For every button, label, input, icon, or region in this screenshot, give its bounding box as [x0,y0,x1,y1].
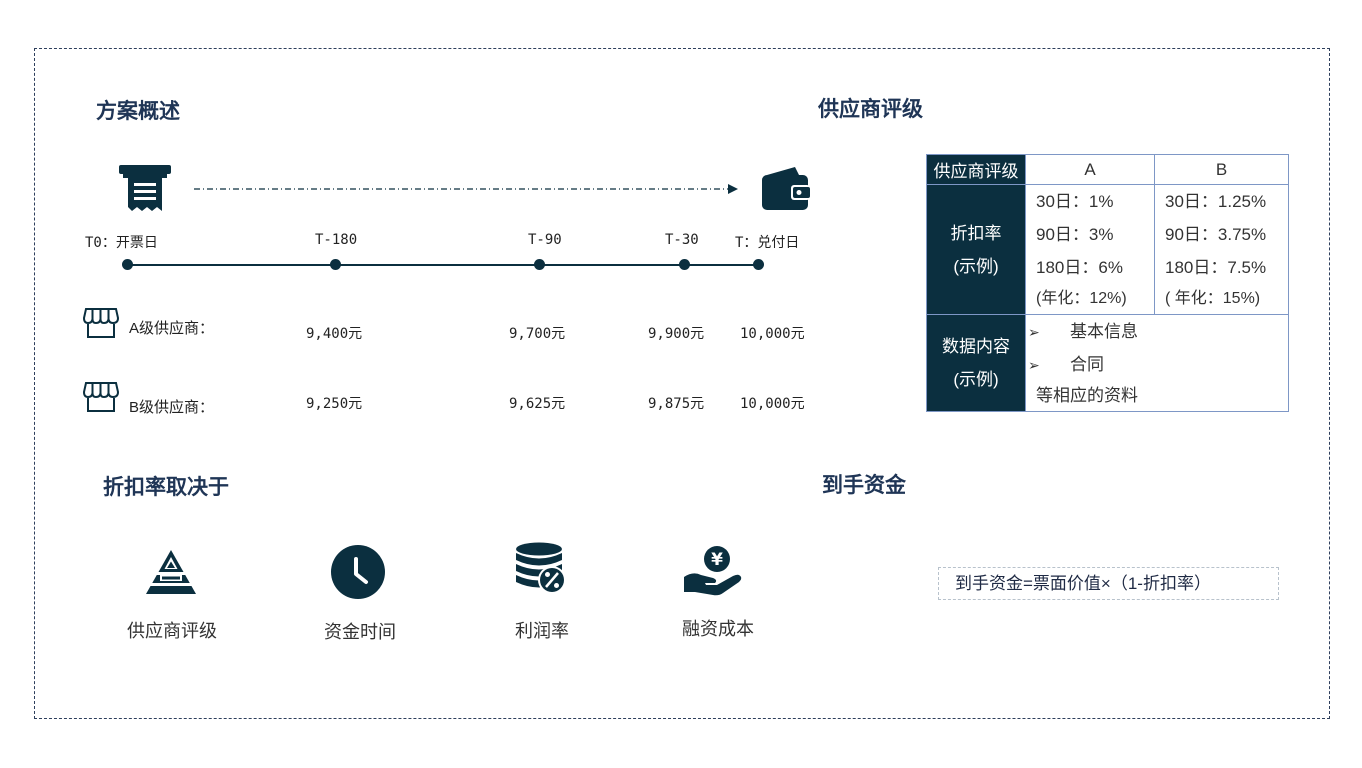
discount-rate-label-cell: 折扣率 (示例) [926,184,1026,315]
supplier-a-amount: 9,400元 [306,326,363,342]
wallet-icon [762,167,810,210]
data-content-sublabel: (示例) [953,370,999,389]
discount-rate-label: 折扣率 [950,223,1002,243]
rate-line: 90日：3% [1036,225,1114,244]
timeline-label-t180: T-180 [315,232,358,248]
store-icon [83,308,119,338]
rate-line: 180日：7.5% [1165,258,1267,277]
supplier-b-amount: 10,000元 [740,396,805,412]
timeline-line [128,264,759,266]
supplier-b-label: B级供应商： [129,399,215,416]
timeline-label-start: T0：开票日 [85,235,158,251]
supplier-a-amount: 10,000元 [740,326,805,342]
supplier-a-amount: 9,700元 [509,326,566,342]
data-content-label-cell: 数据内容 (示例) [926,314,1026,412]
arrow-bullet-icon: ➢ [1028,324,1040,340]
discount-rate-sublabel: (示例) [953,256,999,276]
supplier-a-label: A级供应商： [129,320,215,337]
invoice-printer-icon [119,165,171,211]
timeline-dot [330,259,341,270]
timeline-label-end: T：兑付日 [735,235,800,251]
table-header-cell: B [1154,154,1289,185]
overview-title: 方案概述 [96,100,180,123]
clock-icon [331,545,385,599]
funds-title: 到手资金 [822,474,906,497]
factor-label: 资金时间 [324,622,396,642]
slide-frame [34,48,1330,719]
arrow-bullet-icon: ➢ [1028,357,1040,373]
rate-line: 90日：3.75% [1165,225,1267,244]
supplier-a-amount: 9,900元 [648,326,705,342]
supplier-b-amount: 9,625元 [509,396,566,412]
svg-text:¥: ¥ [711,550,723,570]
rating-title: 供应商评级 [818,98,923,121]
timeline-label-t90: T-90 [528,232,562,248]
timeline-dot [753,259,764,270]
data-content-label: 数据内容 [942,337,1010,356]
grade-b-rates-cell: 30日：1.25% 90日：3.75% 180日：7.5% ( 年化：15%) [1154,184,1289,315]
table-header-cell: A [1025,154,1155,185]
funds-formula: 到手资金=票面价值×（1-折扣率） [938,567,1279,600]
supplier-b-amount: 9,250元 [306,396,363,412]
rate-line: 180日：6% [1036,258,1123,277]
content-item-text: 基本信息 [1070,322,1138,341]
flow-arrow [194,184,738,194]
list-item: 等相应的资料 [1036,386,1138,405]
rate-line: ( 年化：15%) [1165,290,1261,307]
rating-table: 供应商评级 A B 折扣率 (示例) 30日：1% 90日：3% 180日：6%… [926,154,1289,412]
rate-line: (年化：12%) [1036,290,1127,307]
timeline-label-t30: T-30 [665,232,699,248]
pyramid-icon [146,550,196,594]
factors-title: 折扣率取决于 [103,476,229,499]
content-item-text: 合同 [1070,355,1104,374]
factor-label: 供应商评级 [127,621,217,641]
rate-line: 30日：1.25% [1165,192,1267,211]
table-header-cell: 供应商评级 [926,154,1026,185]
timeline-dot [679,259,690,270]
timeline-dot [122,259,133,270]
store-icon [83,382,119,412]
coins-percent-icon [516,542,566,594]
supplier-b-amount: 9,875元 [648,396,705,412]
data-content-cell: ➢ 基本信息 ➢ 合同 等相应的资料 [1025,314,1289,412]
factor-label: 利润率 [515,621,569,641]
grade-a-rates-cell: 30日：1% 90日：3% 180日：6% (年化：12%) [1025,184,1155,315]
rate-line: 30日：1% [1036,192,1114,211]
list-item: ➢ 合同 [1026,348,1288,381]
timeline-dot [534,259,545,270]
hand-yen-icon: ¥ [684,546,742,596]
list-item: ➢ 基本信息 [1026,315,1288,348]
factor-label: 融资成本 [682,619,754,639]
